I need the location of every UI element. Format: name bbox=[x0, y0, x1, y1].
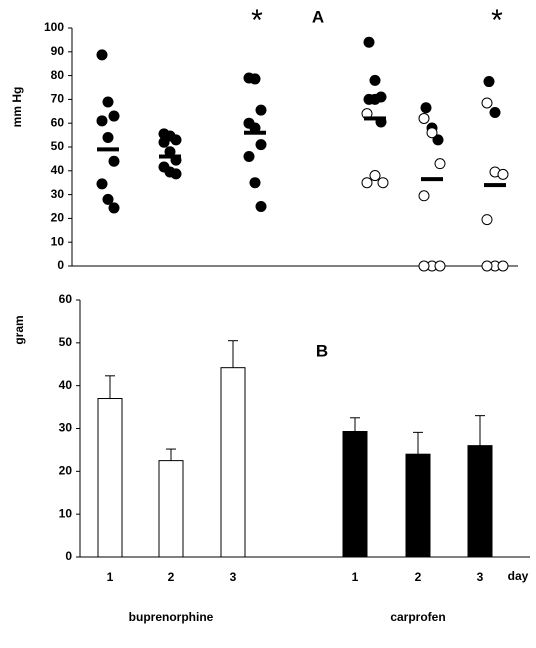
group-label: buprenorphine bbox=[129, 610, 214, 624]
y-axis-label: mm Hg bbox=[10, 87, 24, 128]
filled-point bbox=[108, 202, 120, 214]
y-tick-label: 30 bbox=[59, 421, 73, 435]
y-tick-label: 40 bbox=[51, 163, 65, 177]
chart-title: A bbox=[312, 7, 324, 26]
group-label: carprofen bbox=[390, 610, 445, 624]
filled-point bbox=[96, 178, 108, 190]
filled-point bbox=[170, 168, 182, 180]
y-tick-label: 70 bbox=[51, 92, 65, 106]
mean-bar bbox=[97, 147, 119, 152]
filled-point bbox=[255, 104, 267, 116]
bar bbox=[97, 398, 123, 558]
y-tick-label: 80 bbox=[51, 68, 65, 82]
filled-point bbox=[249, 122, 261, 134]
x-tick-label: 1 bbox=[352, 570, 359, 584]
mean-bar bbox=[421, 177, 443, 182]
y-tick-label: 30 bbox=[51, 187, 65, 201]
open-point bbox=[369, 170, 381, 182]
y-tick-label: 10 bbox=[59, 506, 73, 520]
filled-point bbox=[102, 131, 114, 143]
y-tick-label: 10 bbox=[51, 234, 65, 248]
x-tick-label: 1 bbox=[107, 570, 114, 584]
open-point bbox=[481, 214, 493, 226]
open-point bbox=[418, 190, 430, 202]
x-tick-label: 3 bbox=[477, 570, 484, 584]
filled-point bbox=[108, 155, 120, 167]
x-tick-label: 2 bbox=[415, 570, 422, 584]
filled-point bbox=[369, 74, 381, 86]
open-point bbox=[434, 260, 446, 272]
bar bbox=[158, 460, 184, 558]
mean-bar bbox=[484, 183, 506, 188]
filled-point bbox=[164, 146, 176, 158]
bar bbox=[220, 367, 246, 558]
filled-point bbox=[489, 106, 501, 118]
y-tick-label: 100 bbox=[44, 20, 64, 34]
open-point bbox=[377, 177, 389, 189]
filled-point bbox=[96, 115, 108, 127]
open-point bbox=[418, 260, 430, 272]
filled-point bbox=[158, 136, 170, 148]
filled-point bbox=[102, 193, 114, 205]
mean-bar bbox=[244, 130, 266, 135]
y-tick-label: 50 bbox=[59, 335, 73, 349]
filled-point bbox=[483, 76, 495, 88]
filled-point bbox=[363, 36, 375, 48]
annotation: * bbox=[491, 4, 503, 37]
filled-point bbox=[369, 93, 381, 105]
filled-point bbox=[243, 151, 255, 163]
open-point bbox=[497, 168, 509, 180]
filled-point bbox=[96, 49, 108, 61]
filled-point bbox=[108, 110, 120, 122]
filled-point bbox=[255, 201, 267, 212]
open-point bbox=[497, 260, 509, 272]
bar bbox=[342, 430, 368, 558]
annotation: * bbox=[251, 4, 263, 37]
x-tick-label: 2 bbox=[168, 570, 175, 584]
y-axis-label: gram bbox=[12, 315, 26, 344]
bar bbox=[405, 453, 431, 558]
open-point bbox=[481, 97, 493, 109]
mean-bar bbox=[159, 154, 181, 159]
chart-title: B bbox=[316, 341, 328, 360]
filled-point bbox=[420, 102, 432, 114]
x-axis-label: day bbox=[508, 569, 529, 583]
open-point bbox=[434, 158, 446, 170]
y-tick-label: 60 bbox=[59, 292, 73, 306]
y-tick-label: 90 bbox=[51, 44, 65, 58]
filled-point bbox=[170, 134, 182, 146]
y-tick-label: 60 bbox=[51, 115, 65, 129]
y-tick-label: 0 bbox=[57, 258, 64, 272]
y-tick-label: 40 bbox=[59, 378, 73, 392]
y-tick-label: 50 bbox=[51, 139, 65, 153]
x-tick-label: 3 bbox=[230, 570, 237, 584]
open-point bbox=[418, 112, 430, 124]
filled-point bbox=[249, 177, 261, 189]
open-point bbox=[481, 260, 493, 272]
mean-bar bbox=[364, 116, 386, 121]
bar bbox=[467, 445, 493, 558]
filled-point bbox=[249, 73, 261, 85]
y-tick-label: 0 bbox=[65, 549, 72, 563]
filled-point bbox=[255, 139, 267, 151]
y-tick-label: 20 bbox=[51, 211, 65, 225]
y-tick-label: 20 bbox=[59, 464, 73, 478]
filled-point bbox=[102, 96, 114, 108]
open-point bbox=[426, 127, 438, 139]
open-point bbox=[361, 177, 373, 189]
